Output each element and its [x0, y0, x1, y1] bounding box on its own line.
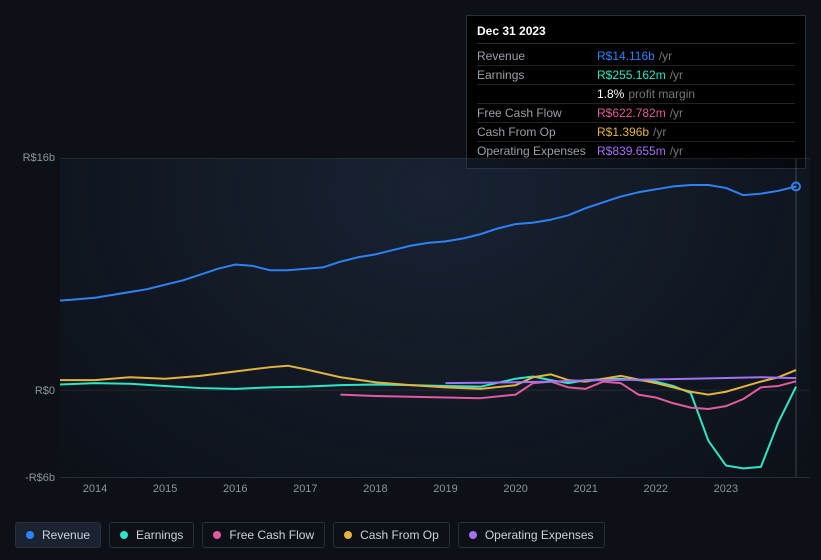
tooltip-label: Cash From Op [477, 125, 597, 139]
x-axis-tick: 2016 [223, 483, 247, 495]
legend-dot-icon [469, 531, 477, 539]
x-axis-labels: 2014 2015 2016 2017 2018 2019 2020 2021 2022 2023 [60, 483, 810, 503]
x-axis-tick: 2021 [573, 483, 597, 495]
tooltip-row: Free Cash FlowR$622.782m/yr [477, 104, 795, 123]
legend-dot-icon [344, 531, 352, 539]
tooltip-suffix: profit margin [628, 87, 695, 101]
tooltip-label: Earnings [477, 68, 597, 82]
plot-area[interactable] [60, 158, 810, 478]
tooltip-row: 1.8% profit margin [477, 85, 795, 104]
data-tooltip: Dec 31 2023 RevenueR$14.116b/yrEarningsR… [466, 15, 806, 169]
tooltip-suffix: /yr [670, 144, 683, 158]
financials-chart: R$16bR$0-R$6b 20142015201620172018201920… [15, 158, 810, 478]
tooltip-suffix: /yr [670, 106, 683, 120]
tooltip-value: R$14.116b [597, 49, 655, 63]
legend-item-opex[interactable]: Operating Expenses [458, 522, 605, 548]
tooltip-label: Free Cash Flow [477, 106, 597, 120]
y-axis-tick: -R$6b [25, 472, 55, 484]
tooltip-value: R$1.396b [597, 125, 649, 139]
tooltip-suffix: /yr [653, 125, 666, 139]
x-axis-tick: 2018 [363, 483, 387, 495]
x-axis-tick: 2019 [433, 483, 457, 495]
tooltip-row: RevenueR$14.116b/yr [477, 47, 795, 66]
series-revenue [60, 185, 796, 301]
x-axis-tick: 2022 [644, 483, 668, 495]
tooltip-value: R$255.162m [597, 68, 666, 82]
tooltip-value: 1.8% [597, 87, 624, 101]
tooltip-label: Revenue [477, 49, 597, 63]
tooltip-value: R$622.782m [597, 106, 666, 120]
tooltip-date: Dec 31 2023 [477, 24, 795, 44]
y-axis-tick: R$0 [35, 385, 55, 397]
x-axis-tick: 2014 [83, 483, 107, 495]
x-axis-tick: 2023 [714, 483, 738, 495]
legend-dot-icon [26, 531, 34, 539]
tooltip-suffix: /yr [659, 49, 672, 63]
legend-dot-icon [120, 531, 128, 539]
tooltip-row: EarningsR$255.162m/yr [477, 66, 795, 85]
legend-item-cfo[interactable]: Cash From Op [333, 522, 450, 548]
legend-label: Earnings [136, 528, 183, 542]
y-axis-tick: R$16b [23, 152, 55, 164]
legend-item-fcf[interactable]: Free Cash Flow [202, 522, 325, 548]
chart-legend: Revenue Earnings Free Cash Flow Cash From O… [15, 522, 605, 548]
legend-dot-icon [213, 531, 221, 539]
tooltip-label: Operating Expenses [477, 144, 597, 158]
tooltip-value: R$839.655m [597, 144, 666, 158]
tooltip-row: Cash From OpR$1.396b/yr [477, 123, 795, 142]
tooltip-suffix: /yr [670, 68, 683, 82]
legend-label: Free Cash Flow [229, 528, 314, 542]
legend-item-revenue[interactable]: Revenue [15, 522, 101, 548]
tooltip-label [477, 87, 597, 101]
y-axis-labels: R$16bR$0-R$6b [15, 158, 60, 478]
legend-label: Revenue [42, 528, 90, 542]
x-axis-tick: 2015 [153, 483, 177, 495]
x-axis-tick: 2017 [293, 483, 317, 495]
legend-item-earnings[interactable]: Earnings [109, 522, 194, 548]
legend-label: Operating Expenses [485, 528, 594, 542]
legend-label: Cash From Op [360, 528, 439, 542]
x-axis-tick: 2020 [503, 483, 527, 495]
